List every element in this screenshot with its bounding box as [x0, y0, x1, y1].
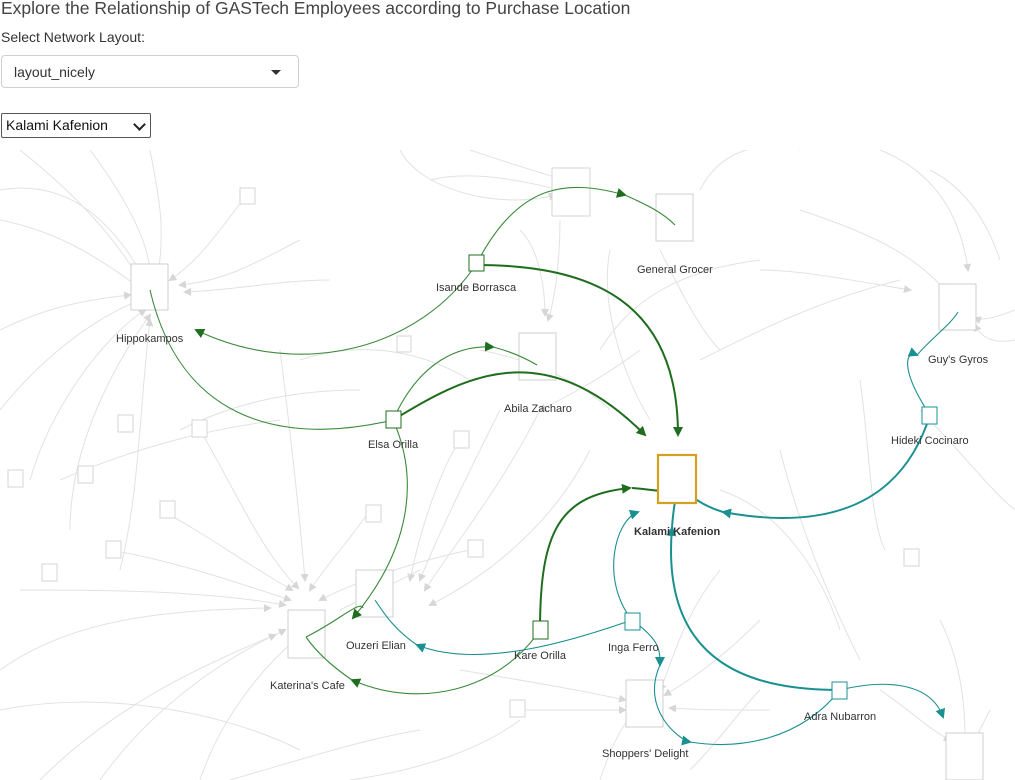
label-kalami-kafenion: Kalami Kafenion	[634, 526, 720, 538]
node-select-value: Kalami Kafenion	[6, 117, 108, 133]
teal-edges-thin	[374, 311, 959, 746]
location-nodes	[130, 193, 984, 780]
node-abila-zacharo	[518, 332, 557, 381]
layout-select-label: Select Network Layout:	[1, 29, 145, 45]
node-inga-ferro	[624, 612, 641, 631]
faded-nodes	[7, 167, 920, 718]
network-layout-dropdown[interactable]: layout_nicely	[1, 55, 299, 88]
node-ouzeri-elian	[355, 569, 394, 618]
node-elsa-orilla	[385, 410, 402, 429]
network-layout-value: layout_nicely	[14, 64, 95, 80]
node-hippokampos	[130, 263, 169, 311]
chevron-down-icon	[271, 70, 281, 75]
node-labels: Hippokampos General Grocer Guy's Gyros A…	[116, 264, 989, 760]
node-isande-borrasca	[468, 254, 485, 272]
label-abila-zacharo: Abila Zacharo	[504, 403, 572, 415]
node-katerinas-cafe	[287, 609, 326, 659]
label-inga-ferro: Inga Ferro	[608, 642, 659, 654]
employee-nodes	[385, 254, 938, 700]
network-graph[interactable]: Hippokampos General Grocer Guy's Gyros A…	[0, 150, 1015, 780]
label-general-grocer: General Grocer	[637, 264, 713, 276]
node-kare-orilla	[532, 620, 549, 640]
node-guys-gyros	[938, 283, 977, 331]
node-unlabeled	[945, 732, 984, 780]
chevron-down-icon	[133, 118, 146, 131]
node-shoppers-delight	[625, 679, 664, 728]
label-shoppers-delight: Shoppers' Delight	[602, 748, 689, 760]
label-kare-orilla: Kare Orilla	[514, 650, 567, 662]
label-guys-gyros: Guy's Gyros	[928, 354, 989, 366]
page-title: Explore the Relationship of GASTech Empl…	[1, 0, 631, 18]
green-edges	[149, 186, 676, 695]
node-general-grocer	[655, 193, 694, 242]
label-isande-borrasca: Isande Borrasca	[436, 282, 517, 294]
label-ouzeri-elian: Ouzeri Elian	[346, 640, 406, 652]
dark-green-edges	[392, 264, 683, 631]
node-hideki-cocinaro	[921, 406, 938, 425]
label-adra-nubarron: Adra Nubarron	[804, 711, 876, 723]
node-kalami-kafenion[interactable]	[656, 453, 698, 505]
label-hippokampos: Hippokampos	[116, 333, 184, 345]
label-hideki-cocinaro: Hideki Cocinaro	[891, 435, 969, 447]
node-adra-nubarron	[831, 681, 848, 700]
node-select-dropdown[interactable]: Kalami Kafenion	[1, 113, 151, 138]
label-katerinas-cafe: Katerina's Cafe	[270, 680, 345, 692]
label-elsa-orilla: Elsa Orilla	[368, 439, 419, 451]
